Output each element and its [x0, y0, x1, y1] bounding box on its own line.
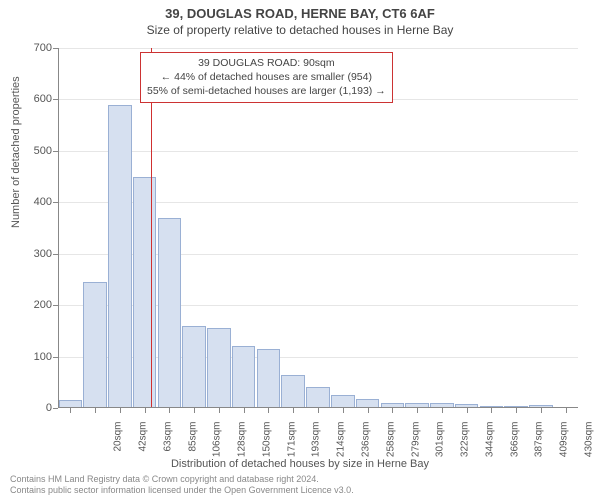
y-tick-label: 500: [12, 145, 52, 157]
attribution-footer: Contains HM Land Registry data © Crown c…: [10, 474, 354, 497]
x-tick-mark: [467, 408, 468, 413]
x-tick-mark: [343, 408, 344, 413]
histogram-bar: [108, 105, 132, 408]
x-tick-mark: [70, 408, 71, 413]
x-axis-line: [58, 407, 578, 408]
annotation-line-2: ← 44% of detached houses are smaller (95…: [147, 70, 386, 84]
x-tick-mark: [318, 408, 319, 413]
y-tick-label: 400: [12, 196, 52, 208]
x-tick-mark: [219, 408, 220, 413]
chart-area: 010020030040050060070020sqm42sqm63sqm85s…: [58, 48, 578, 408]
histogram-bar: [182, 326, 206, 408]
y-tick-label: 700: [12, 42, 52, 54]
x-tick-mark: [120, 408, 121, 413]
y-tick-label: 0: [12, 402, 52, 414]
histogram-bar: [133, 177, 157, 408]
x-tick-mark: [491, 408, 492, 413]
x-tick-mark: [417, 408, 418, 413]
x-axis-title: Distribution of detached houses by size …: [0, 458, 600, 470]
histogram-bar: [207, 328, 231, 408]
x-tick-mark: [244, 408, 245, 413]
x-tick-mark: [368, 408, 369, 413]
histogram-bar: [158, 218, 182, 408]
y-tick-label: 300: [12, 248, 52, 260]
annotation-line-1: 39 DOUGLAS ROAD: 90sqm: [147, 56, 386, 70]
chart-title-sub: Size of property relative to detached ho…: [0, 21, 600, 41]
x-tick-mark: [442, 408, 443, 413]
y-tick-label: 600: [12, 93, 52, 105]
x-tick-mark: [95, 408, 96, 413]
footer-line-1: Contains HM Land Registry data © Crown c…: [10, 474, 354, 485]
histogram-bar: [232, 346, 256, 408]
x-tick-mark: [194, 408, 195, 413]
annotation-line-3: 55% of semi-detached houses are larger (…: [147, 84, 386, 98]
histogram-bar: [83, 282, 107, 408]
x-tick-mark: [516, 408, 517, 413]
x-tick-mark: [566, 408, 567, 413]
x-tick-mark: [169, 408, 170, 413]
annotation-box: 39 DOUGLAS ROAD: 90sqm← 44% of detached …: [140, 52, 393, 103]
x-tick-mark: [392, 408, 393, 413]
x-tick-mark: [145, 408, 146, 413]
y-axis-line: [58, 48, 59, 408]
y-tick-label: 100: [12, 351, 52, 363]
histogram-bar: [306, 387, 330, 408]
x-tick-mark: [541, 408, 542, 413]
y-tick-label: 200: [12, 299, 52, 311]
plot-region: 010020030040050060070020sqm42sqm63sqm85s…: [58, 48, 578, 408]
x-tick-mark: [293, 408, 294, 413]
histogram-bar: [257, 349, 281, 408]
y-tick-mark: [53, 408, 58, 409]
footer-line-2: Contains public sector information licen…: [10, 485, 354, 496]
x-tick-mark: [268, 408, 269, 413]
grid-line: [58, 151, 578, 152]
grid-line: [58, 48, 578, 49]
chart-title-main: 39, DOUGLAS ROAD, HERNE BAY, CT6 6AF: [0, 0, 600, 21]
histogram-bar: [281, 375, 305, 408]
